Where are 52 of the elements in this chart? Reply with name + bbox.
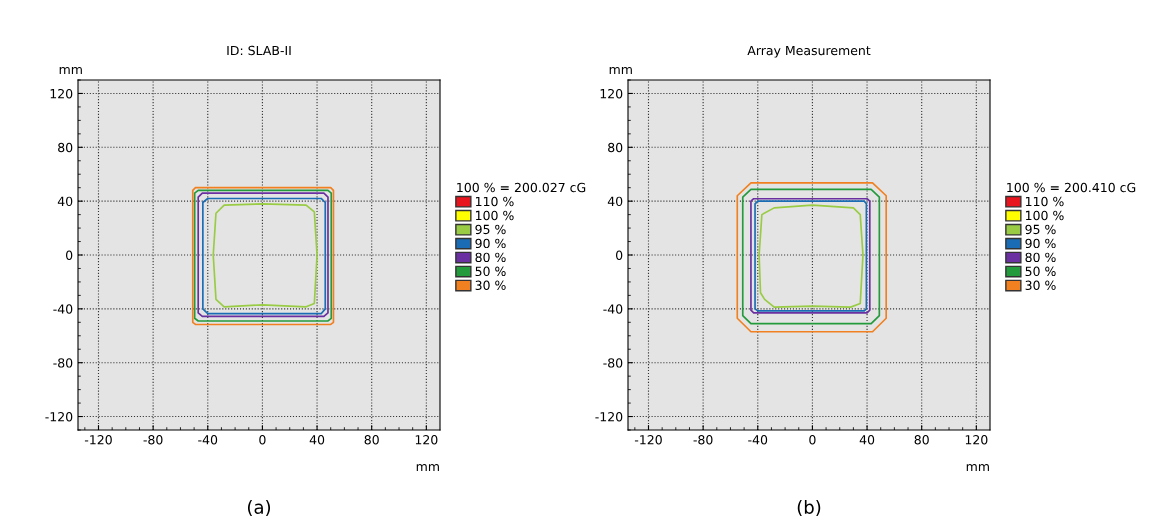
legend-label: 30 % bbox=[1025, 280, 1056, 291]
y-tick-label: 80 bbox=[58, 142, 73, 153]
x-tick-label: 120 bbox=[965, 435, 988, 445]
x-tick-label: 120 bbox=[415, 435, 438, 445]
y-tick-label: -40 bbox=[53, 304, 73, 314]
y-tick-label: 80 bbox=[608, 142, 623, 153]
legend-title: 100 % = 200.027 cG bbox=[457, 182, 586, 193]
legend-label: 100 % bbox=[475, 210, 514, 221]
y-axis-title: mm bbox=[59, 66, 82, 74]
legend-label: 80 % bbox=[1025, 252, 1056, 263]
x-tick-label: 80 bbox=[364, 435, 379, 445]
x-tick-label: -120 bbox=[634, 435, 662, 445]
x-axis-title: mm bbox=[966, 464, 989, 471]
chart-title: ID: SLAB-II bbox=[227, 45, 291, 56]
x-tick-label: -120 bbox=[84, 435, 112, 445]
text: (a) bbox=[247, 500, 271, 517]
y-tick-label: -120 bbox=[45, 412, 73, 422]
legend-label: 110 % bbox=[1025, 196, 1064, 207]
legend-label: 90 % bbox=[475, 238, 506, 249]
x-tick-label: 80 bbox=[914, 435, 929, 445]
y-tick-label: 120 bbox=[50, 88, 73, 99]
y-axis-title: mm bbox=[609, 66, 632, 74]
y-tick-label: -120 bbox=[595, 412, 623, 422]
x-axis-title: mm bbox=[416, 464, 439, 471]
legend-label: 50 % bbox=[1025, 266, 1056, 277]
legend-label: 90 % bbox=[1025, 238, 1056, 249]
text: (b) bbox=[797, 500, 821, 517]
x-tick-label: 40 bbox=[859, 435, 875, 445]
y-tick-label: 40 bbox=[57, 196, 73, 207]
y-tick-label: -40 bbox=[603, 304, 623, 314]
x-tick-label: 0 bbox=[259, 435, 266, 445]
chart-title: Array Measurement bbox=[747, 45, 871, 58]
x-tick-label: -40 bbox=[198, 435, 218, 445]
y-tick-label: -80 bbox=[603, 358, 623, 368]
legend-label: 30 % bbox=[475, 280, 506, 291]
y-tick-label: -80 bbox=[53, 358, 73, 368]
x-tick-label: 40 bbox=[309, 435, 325, 445]
x-tick-label: -80 bbox=[143, 435, 163, 445]
y-tick-label: 40 bbox=[607, 196, 623, 207]
legend-title: 100 % = 200.410 cG bbox=[1007, 182, 1136, 193]
x-tick-label: 0 bbox=[809, 435, 816, 445]
x-tick-label: -80 bbox=[693, 435, 713, 445]
x-tick-label: -40 bbox=[748, 435, 768, 445]
legend-label: 50 % bbox=[475, 266, 506, 277]
legend-label: 80 % bbox=[475, 252, 506, 263]
legend-label: 110 % bbox=[475, 196, 514, 207]
legend-label: 100 % bbox=[1025, 210, 1064, 221]
y-tick-label: 120 bbox=[600, 88, 623, 99]
y-tick-label: 0 bbox=[66, 250, 73, 260]
y-tick-label: 0 bbox=[616, 250, 623, 260]
legend-label: 95 % bbox=[1025, 224, 1056, 235]
legend-label: 95 % bbox=[475, 224, 506, 235]
